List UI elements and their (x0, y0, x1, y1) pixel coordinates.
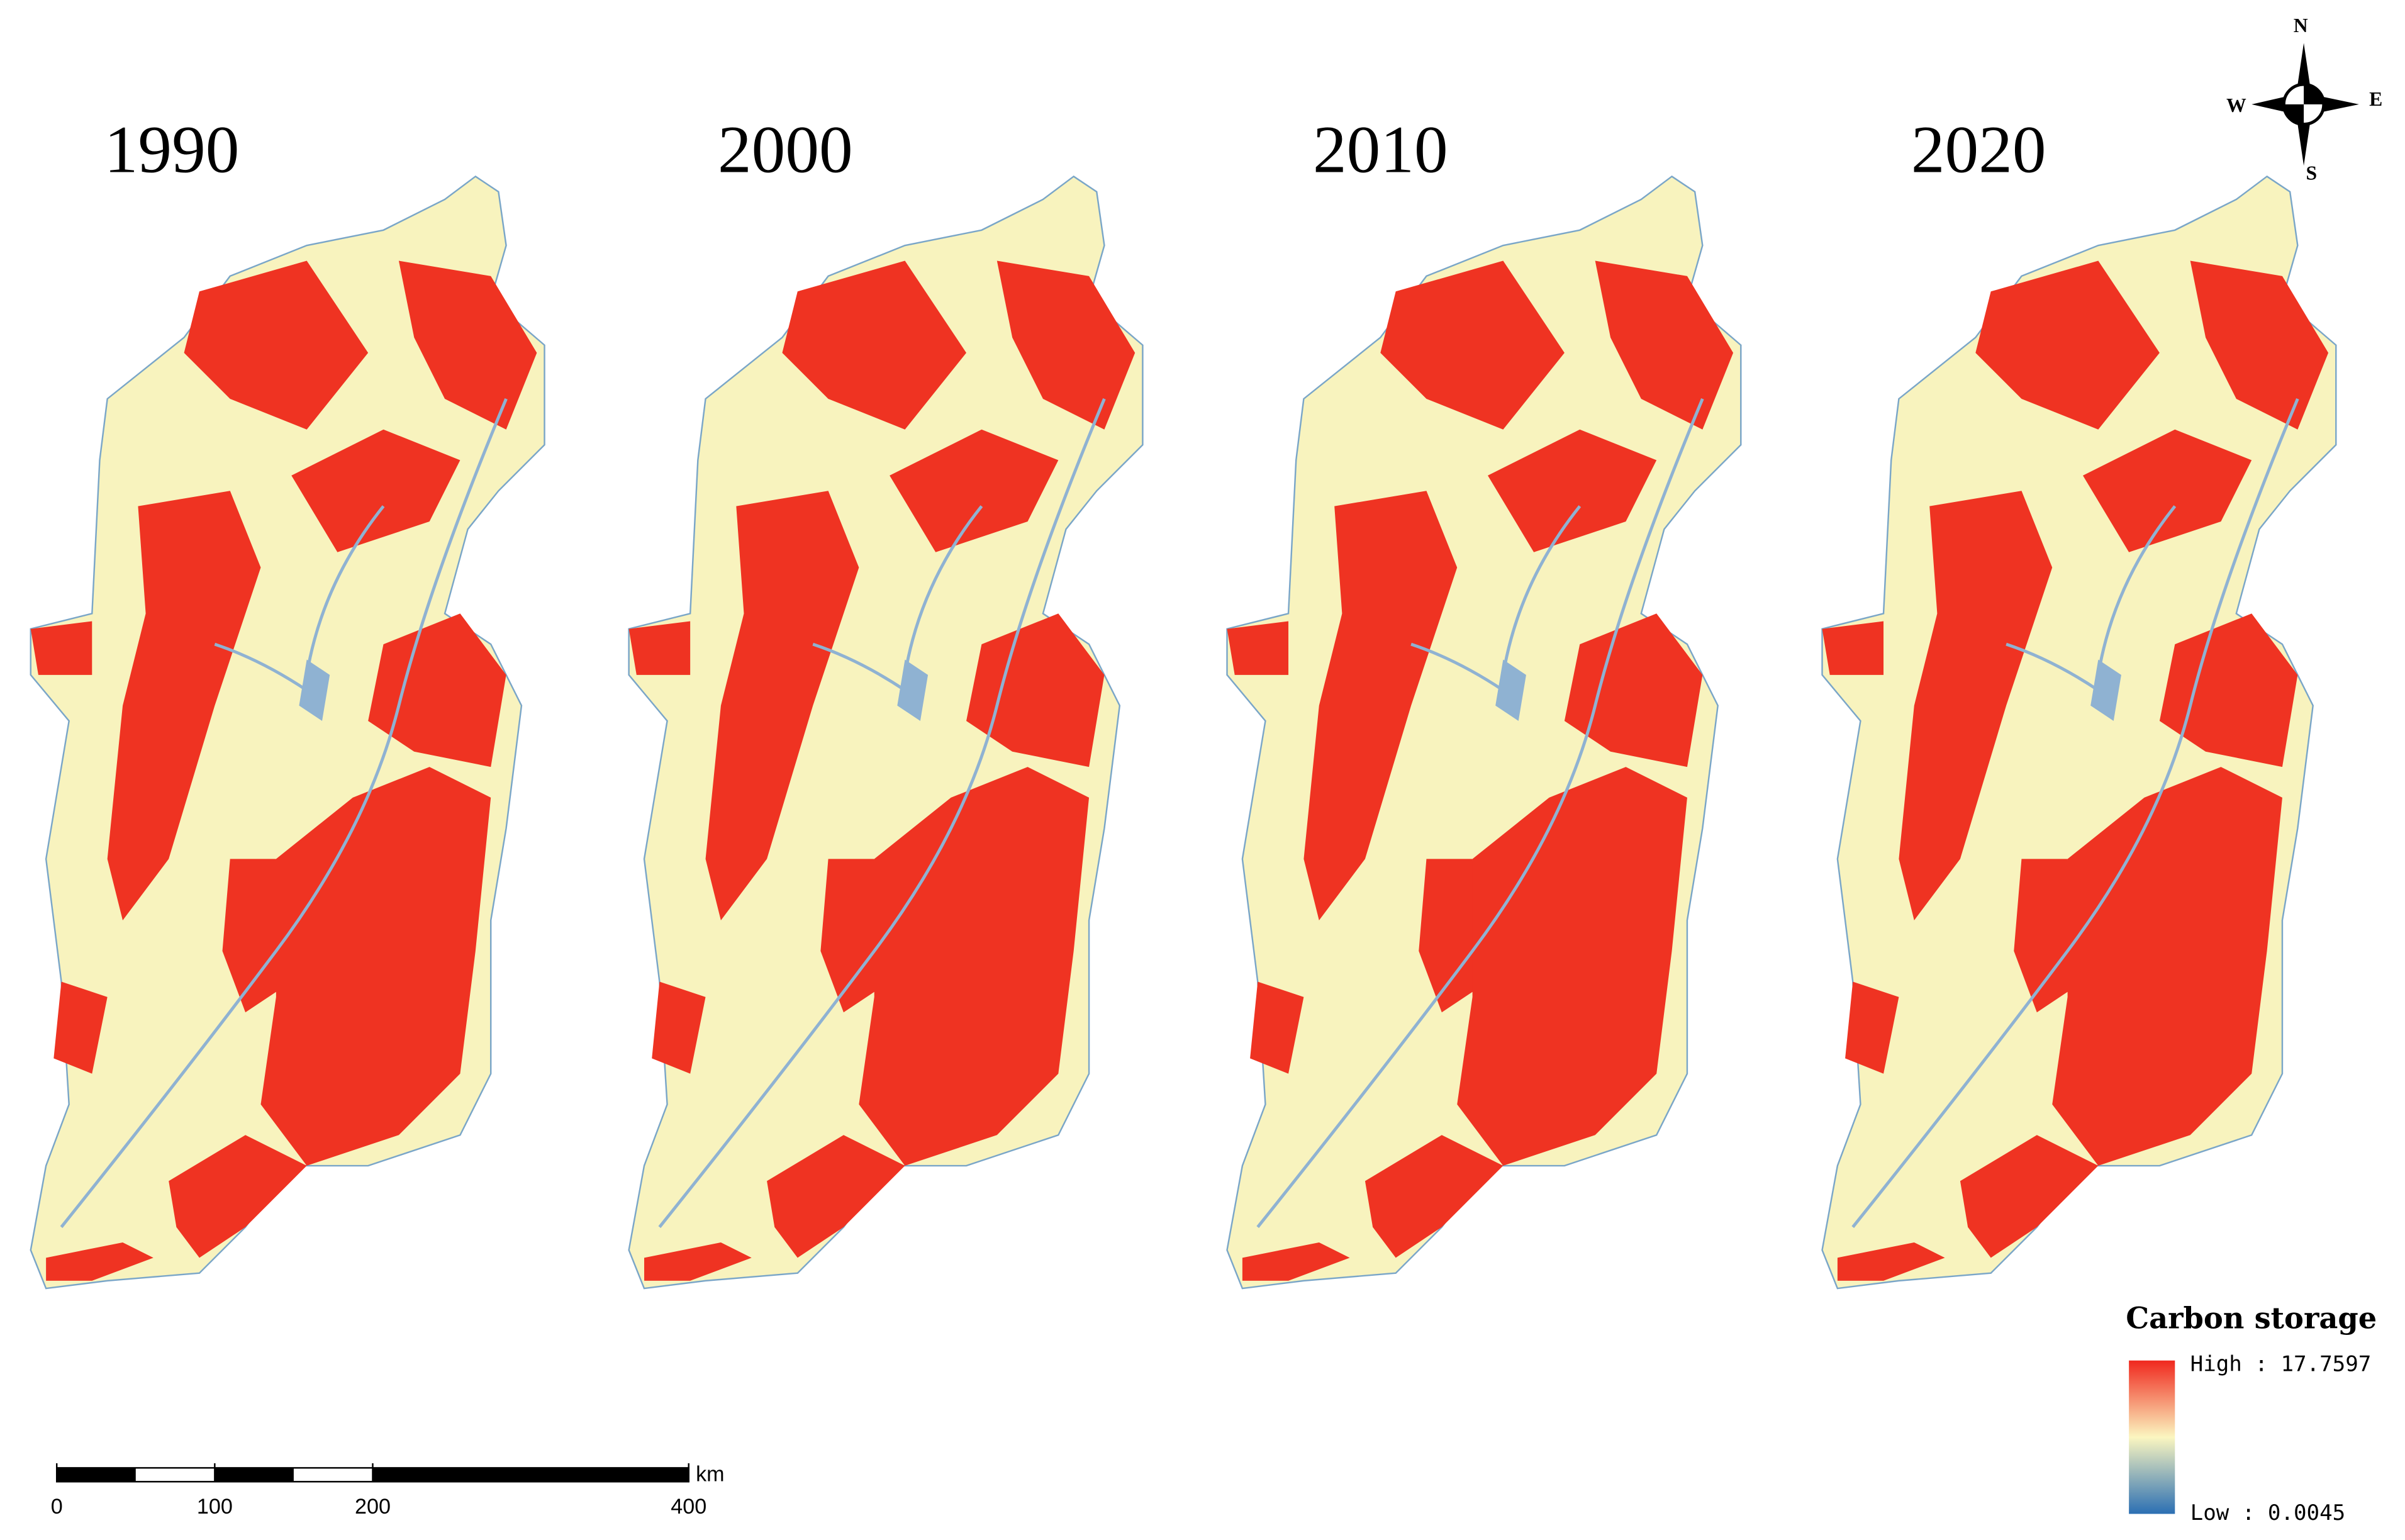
year-label: 2020 (1911, 112, 2046, 187)
map-2010 (1227, 176, 1741, 1288)
compass-west: W (2226, 94, 2246, 116)
year-label: 2010 (1313, 112, 1448, 187)
scale-bar-label: 100 (197, 1495, 233, 1519)
scale-bar-label: 200 (355, 1495, 391, 1519)
compass-south: S (2306, 162, 2317, 184)
legend: Carbon storage High : 17.7597 Low : 0.00… (2126, 1301, 2377, 1526)
compass-east: E (2369, 88, 2382, 110)
scale-bar-label: 0 (51, 1495, 63, 1519)
scale-bar-label: 400 (671, 1495, 706, 1519)
compass-north: N (2294, 14, 2308, 36)
legend-high: High : 17.7597 (2190, 1351, 2372, 1376)
scale-bar-unit: km (696, 1463, 725, 1487)
map-2020 (1822, 176, 2336, 1288)
scale-bar: 0 100 200 400 km (51, 1463, 725, 1519)
year-label: 2000 (718, 112, 853, 187)
scale-bar-block (215, 1468, 294, 1482)
legend-low: Low : 0.0045 (2190, 1500, 2346, 1526)
scale-bar-block (57, 1468, 136, 1482)
year-label: 1990 (104, 112, 240, 187)
maps: 1990 2000 2010 2020 (31, 112, 2336, 1288)
compass: N E S W (2226, 14, 2382, 184)
scale-bar-block (372, 1468, 689, 1482)
legend-title: Carbon storage (2126, 1301, 2377, 1335)
legend-ramp (2129, 1360, 2175, 1514)
map-1990 (31, 176, 545, 1288)
map-2000 (629, 176, 1143, 1288)
